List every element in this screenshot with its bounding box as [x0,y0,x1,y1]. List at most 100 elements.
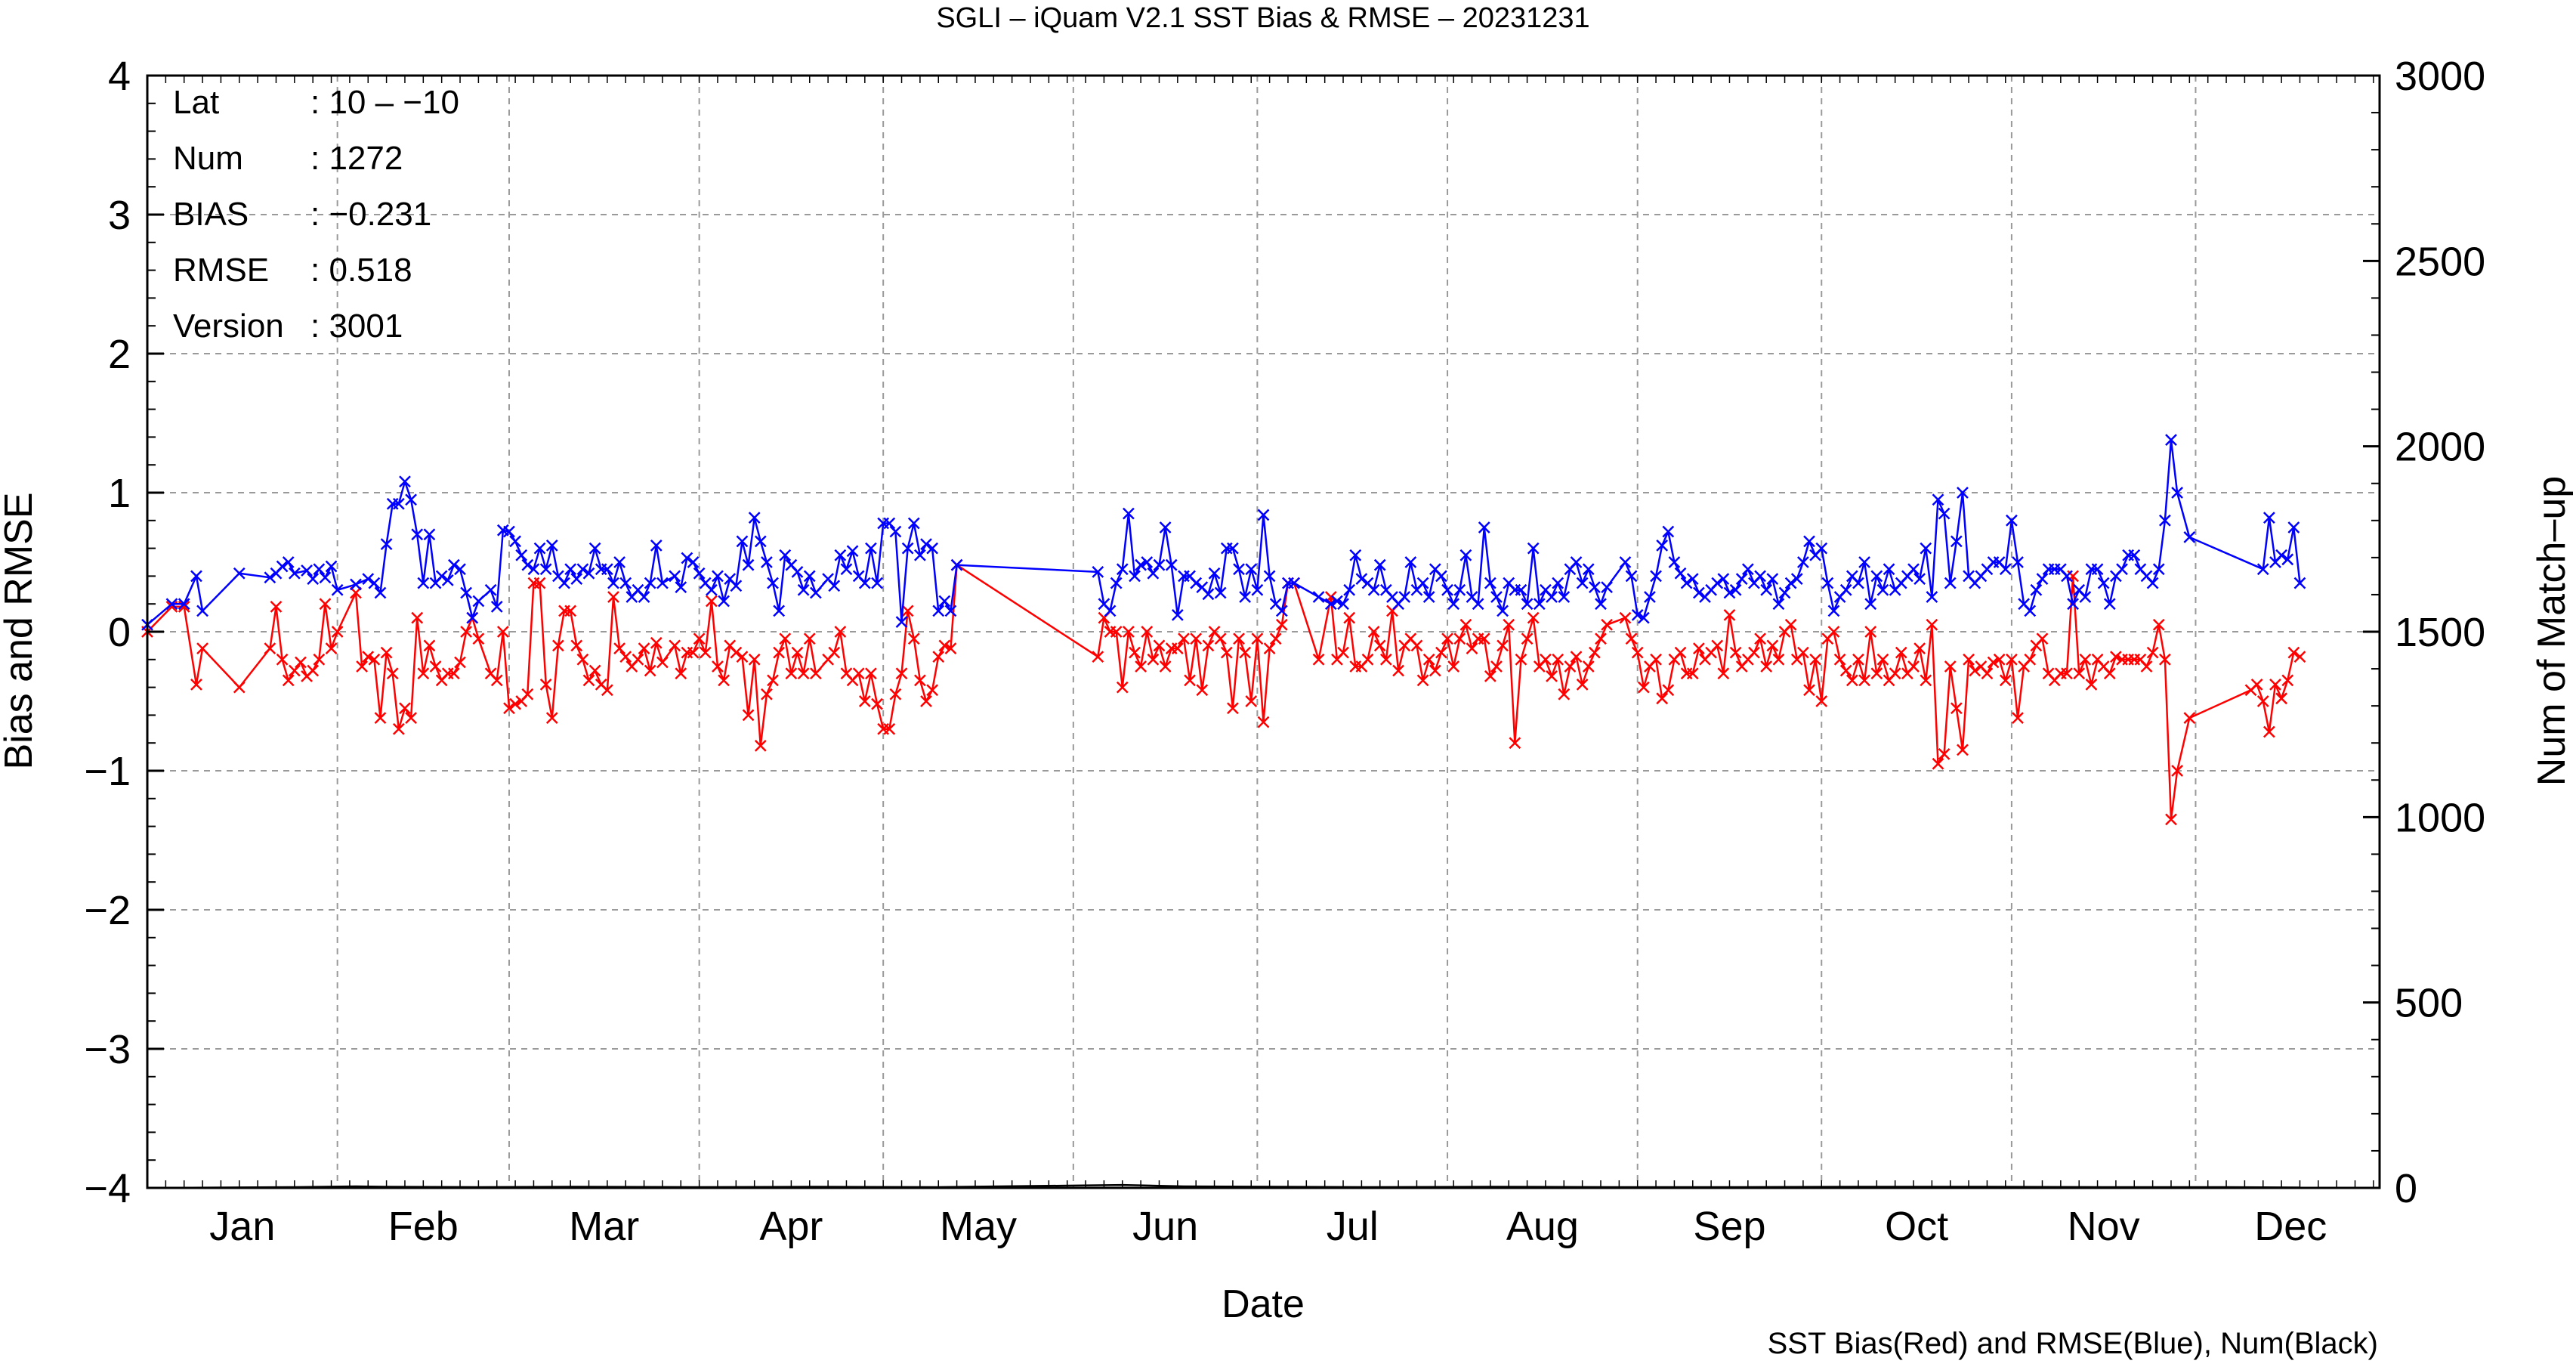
bias-point [1595,632,1607,645]
bias-point [1092,651,1104,663]
month-label: Nov [2068,1204,2140,1249]
bias-point [270,600,283,613]
rmse-point [1913,573,1926,585]
bias-point [632,653,644,666]
bias-point [582,674,595,687]
bias-point [1214,632,1227,645]
bias-point [1558,688,1571,700]
rmse-point [509,535,521,548]
rmse-point [901,542,914,555]
bias-point [386,667,399,680]
rmse-point [889,525,902,538]
bias-point [2012,712,2024,724]
bias-point [1827,626,1840,638]
y2-tick-label: 0 [2395,1166,2417,1211]
rmse-point [582,567,595,580]
bias-point [1723,609,1736,621]
rmse-point [1343,583,1356,596]
month-label: May [940,1204,1017,1249]
rmse-point [2152,563,2165,576]
rmse-point [264,571,276,584]
bias-point [2287,646,2300,659]
bias-point [282,674,295,687]
rmse-point [1159,521,1172,533]
bias-point [1999,674,2012,687]
rmse-point [1331,595,1343,608]
rmse-point [846,545,859,558]
y2-tick-label: 1000 [2395,795,2485,840]
bias-point [2293,651,2306,663]
rmse-point [1827,605,1840,617]
rmse-point [613,556,625,568]
bias-point [718,674,730,687]
bias-point [2171,765,2183,777]
bias-point [1876,653,1889,666]
bias-point [325,642,338,654]
month-label: Jun [1132,1204,1198,1249]
rmse-point [190,570,202,583]
rmse-point [2293,577,2306,589]
rmse-point [1650,570,1662,583]
bias-point [669,639,681,652]
bias-point [1889,667,1901,680]
bias-point [1552,653,1564,666]
rmse-point [1324,598,1337,611]
rmse-point [2036,573,2049,585]
bias-point [2250,679,2263,691]
rmse-point [1263,570,1276,583]
rmse-point [1729,583,1742,596]
rmse-point [601,563,613,576]
rmse-point [779,549,792,561]
rmse-point [1202,588,1215,601]
bias-point [687,646,700,659]
rmse-point [2128,549,2141,561]
rmse-point [1637,611,1650,624]
rmse-point [435,570,448,583]
rmse-point [1515,583,1527,596]
bias-point [650,636,663,649]
y2-axis-label: Num of Match–up [2530,476,2574,786]
rmse-point [1815,542,1828,555]
rmse-point [1870,570,1883,583]
bias-point [1772,653,1785,666]
bias-point [1392,664,1404,677]
bias-point [736,651,749,663]
bias-point [1141,626,1154,638]
bias-point [1441,632,1453,645]
bias-point [490,674,503,687]
bias-point [1337,646,1349,659]
rmse-point [1920,542,1932,555]
rmse-point [2158,514,2171,527]
bias-point [1220,646,1233,659]
rmse-point [1129,570,1141,583]
bias-point [264,642,276,654]
y-axis-label: Bias and RMSE [0,492,41,769]
rmse-point [288,567,301,580]
bias-point [1674,646,1687,659]
rmse-point [865,542,877,555]
rmse-point [1373,558,1386,571]
bias-point [1490,660,1503,673]
bias-point [638,642,650,654]
rmse-point [454,563,466,576]
rmse-point [521,558,534,571]
rmse-point [1852,577,1864,589]
rmse-point [944,605,957,617]
info-value: : −0.231 [310,196,431,233]
bias-point [1650,653,1662,666]
bias-point [1422,653,1435,666]
bias-point [2165,813,2177,826]
rmse-point [1644,591,1656,603]
rmse-point [2165,434,2177,446]
month-label: Sep [1693,1204,1765,1249]
bias-point [1963,653,1975,666]
bias-point [1478,632,1490,645]
rmse-point [1447,598,1460,611]
bias-point [496,626,509,638]
rmse-point [1275,605,1288,617]
bias-point [607,591,619,603]
rmse-point [1490,591,1503,603]
bias-point [2158,653,2171,666]
info-value: : 0.518 [310,252,412,289]
